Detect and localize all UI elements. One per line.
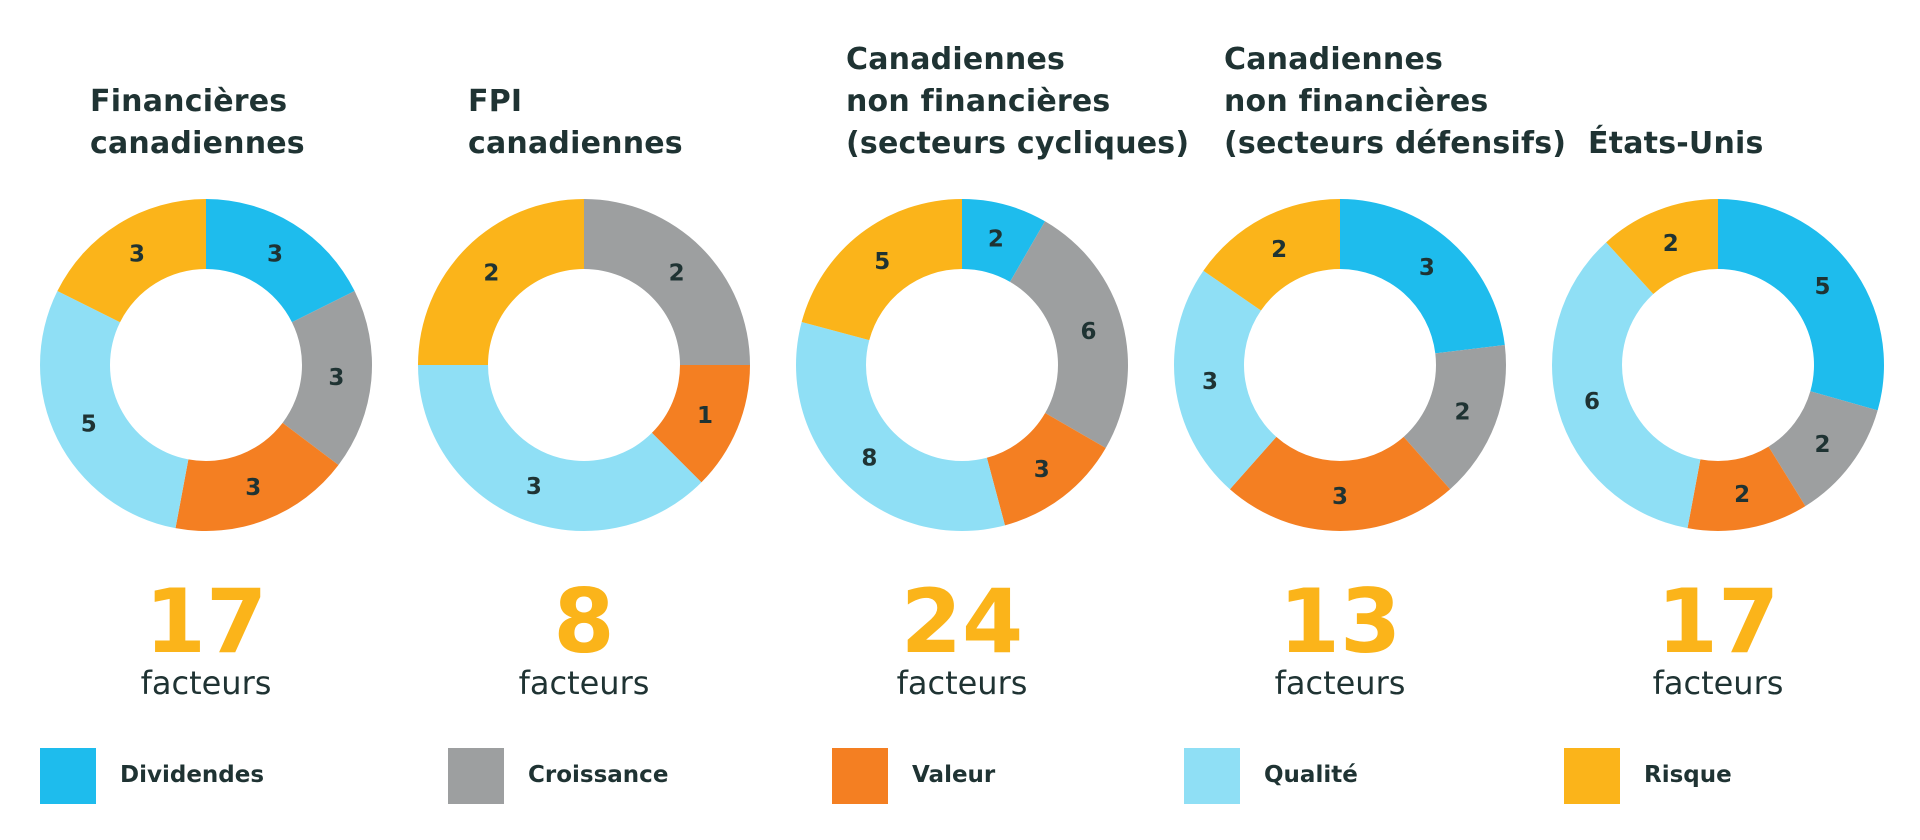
- donut-chart-4: Canadiennes non financières (secteurs défe…: [1173, 0, 1567, 720]
- slice-qualité: [40, 291, 189, 529]
- slice-croissance: [584, 199, 750, 365]
- chart-title: États-Unis: [1588, 123, 1920, 165]
- slice-label: 5: [874, 249, 890, 275]
- slice-label: 2: [1271, 237, 1287, 263]
- slice-label: 3: [328, 365, 344, 391]
- legend-swatch: [40, 748, 96, 804]
- legend-swatch: [448, 748, 504, 804]
- chart-title-line: canadiennes: [468, 126, 683, 161]
- chart-title-line: Canadiennes: [1224, 42, 1444, 77]
- chart-title-line: Canadiennes: [846, 42, 1066, 77]
- chart-title-line: canadiennes: [90, 126, 305, 161]
- slice-label: 1: [697, 403, 713, 429]
- slice-label: 5: [81, 411, 97, 437]
- slice-label: 2: [1814, 432, 1830, 458]
- slice-dividendes: [1718, 199, 1884, 411]
- factor-unit: facteurs: [1274, 664, 1406, 702]
- slice-risque: [1203, 198, 1340, 311]
- legend-label: Dividendes: [120, 762, 265, 788]
- factor-total: 17: [1656, 570, 1780, 673]
- chart-title-line: États-Unis: [1588, 126, 1764, 161]
- legend: Dividendes Croissance Valeur Qualité Risque: [0, 748, 1920, 804]
- slice-risque: [418, 199, 584, 365]
- slice-dividendes: [1340, 199, 1505, 354]
- slice-risque: [57, 199, 207, 323]
- slice-valeur: [1229, 436, 1451, 531]
- donut-svg: 2 6 3 8 5: [796, 199, 1128, 531]
- slice-qualité: [1173, 270, 1277, 490]
- chart-title-line: non financières: [846, 84, 1111, 119]
- slice-risque: [801, 199, 962, 341]
- slice-label: 3: [1419, 255, 1435, 281]
- slice-label: 2: [1734, 482, 1750, 508]
- slice-label: 3: [1202, 369, 1218, 395]
- chart-title: Financières canadiennes: [90, 81, 424, 165]
- slice-croissance: [282, 291, 373, 466]
- slice-label: 2: [483, 260, 499, 286]
- slice-label: 5: [1814, 274, 1830, 300]
- slice-croissance: [1403, 344, 1507, 490]
- legend-label: Qualité: [1264, 762, 1358, 788]
- slice-qualité: [418, 365, 702, 532]
- donut-chart-5: États-Unis 5 2 2 6 2 17 facteurs: [1552, 0, 1920, 720]
- donut-svg: 5 2 2 6 2: [1552, 199, 1884, 531]
- slice-label: 3: [1034, 457, 1050, 483]
- legend-swatch: [1564, 748, 1620, 804]
- chart-title: Canadiennes non financières (secteurs défe…: [1224, 39, 1567, 165]
- chart-title-line: (secteurs défensifs): [1224, 126, 1567, 161]
- donut-chart-1: Financières canadiennes 3 3 3 5 3 17 facteurs: [40, 0, 424, 720]
- factor-unit: facteurs: [518, 664, 650, 702]
- slice-label: 2: [669, 260, 685, 286]
- chart-title: Canadiennes non financières (secteurs cycl…: [846, 39, 1190, 165]
- slice-risque: [1606, 199, 1718, 295]
- legend-swatch: [1184, 748, 1240, 804]
- slice-dividendes: [206, 199, 355, 323]
- slice-qualité: [796, 322, 1005, 531]
- slice-valeur: [986, 413, 1106, 526]
- factor-total: 13: [1278, 570, 1402, 673]
- factor-total: 17: [144, 570, 268, 673]
- slice-dividendes: [962, 199, 1045, 282]
- factor-unit: facteurs: [896, 664, 1028, 702]
- chart-title: FPI canadiennes: [468, 81, 802, 165]
- slice-label: 6: [1080, 319, 1096, 345]
- factor-unit: facteurs: [140, 664, 272, 702]
- slice-label: 8: [861, 446, 877, 472]
- slice-label: 3: [526, 474, 542, 500]
- donut-svg: 3 2 3 3 2: [1173, 198, 1507, 531]
- slice-label: 3: [1332, 484, 1348, 510]
- legend-label: Risque: [1644, 762, 1732, 788]
- slice-label: 6: [1584, 389, 1600, 415]
- chart-title-line: non financières: [1224, 84, 1489, 119]
- donut-chart-2: FPI canadiennes 2 1 3 2 8 facteurs: [418, 0, 802, 720]
- slice-valeur: [175, 422, 339, 531]
- slice-label: 3: [267, 242, 283, 268]
- donut-svg: 3 3 3 5 3: [40, 199, 373, 531]
- legend-label: Croissance: [528, 762, 669, 788]
- slice-label: 2: [988, 227, 1004, 253]
- slice-valeur: [651, 365, 750, 483]
- slice-label: 2: [1663, 231, 1679, 257]
- donut-chart-3: Canadiennes non financières (secteurs cycl…: [796, 0, 1190, 720]
- slice-qualité: [1552, 242, 1701, 529]
- slice-croissance: [1010, 221, 1128, 448]
- factor-total: 24: [900, 570, 1024, 673]
- slice-valeur: [1687, 446, 1806, 531]
- chart-title-line: Financières: [90, 84, 288, 119]
- slice-label: 2: [1454, 400, 1470, 426]
- donut-svg: 2 1 3 2: [418, 199, 750, 532]
- legend-label: Valeur: [912, 762, 996, 788]
- factor-total: 8: [553, 570, 615, 673]
- chart-title-line: (secteurs cycliques): [846, 126, 1190, 161]
- slice-label: 3: [129, 242, 145, 268]
- slice-croissance: [1768, 391, 1878, 507]
- slice-label: 3: [245, 475, 261, 501]
- factor-unit: facteurs: [1652, 664, 1784, 702]
- legend-swatch: [832, 748, 888, 804]
- chart-title-line: FPI: [468, 84, 523, 119]
